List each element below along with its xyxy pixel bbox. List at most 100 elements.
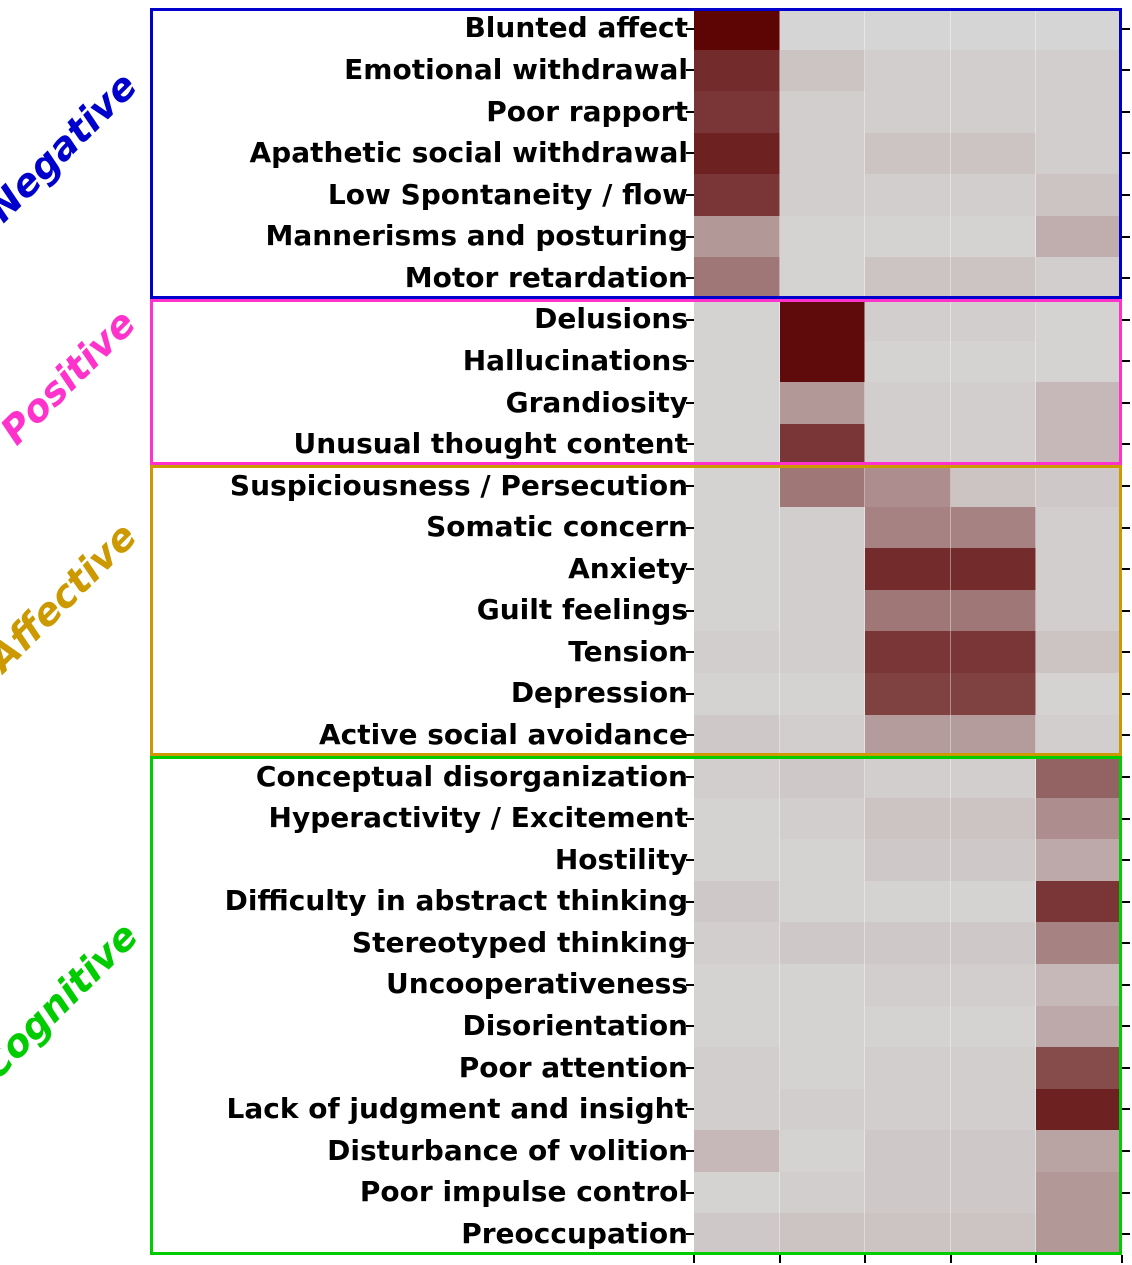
x-tick [779, 1255, 781, 1263]
y-tick [686, 1233, 694, 1235]
row-label: Tension [0, 635, 688, 668]
heatmap-cell [780, 715, 866, 757]
y-tick-right [1122, 402, 1130, 404]
heatmap-cell [694, 673, 780, 715]
heatmap-cell [1036, 50, 1122, 92]
heatmap-cell [865, 465, 951, 507]
row-label: Apathetic social withdrawal [0, 136, 688, 169]
heatmap-cell [1036, 91, 1122, 133]
y-tick [686, 984, 694, 986]
heatmap-cell [865, 756, 951, 798]
heatmap-cell [865, 881, 951, 923]
y-tick [686, 859, 694, 861]
heatmap-cell [865, 1006, 951, 1048]
heatmap-cell [951, 507, 1037, 549]
y-tick-right [1122, 1025, 1130, 1027]
row-label: Depression [0, 676, 688, 709]
y-tick [686, 1192, 694, 1194]
y-tick [686, 734, 694, 736]
row-label: Hyperactivity / Excitement [0, 801, 688, 834]
y-tick [686, 568, 694, 570]
heatmap-cell [780, 1047, 866, 1089]
heatmap-cell [1036, 839, 1122, 881]
heatmap-cell [694, 133, 780, 175]
y-tick-right [1122, 69, 1130, 71]
heatmap-cell [694, 8, 780, 50]
heatmap-cell [694, 922, 780, 964]
heatmap-cell [780, 507, 866, 549]
heatmap-cell [865, 1089, 951, 1131]
y-tick-right [1122, 485, 1130, 487]
heatmap-cell [694, 756, 780, 798]
heatmap-cell [780, 964, 866, 1006]
heatmap-cell [1036, 1047, 1122, 1089]
y-tick-right [1122, 28, 1130, 30]
heatmap-cell [780, 631, 866, 673]
heatmap-cell [951, 174, 1037, 216]
heatmap-cell [865, 839, 951, 881]
heatmap-cell [780, 465, 866, 507]
row-label: Low Spontaneity / flow [0, 178, 688, 211]
row-label: Delusions [0, 302, 688, 335]
heatmap-cell [694, 839, 780, 881]
heatmap-cell [1036, 1213, 1122, 1255]
y-tick-right [1122, 443, 1130, 445]
heatmap-cell [1036, 548, 1122, 590]
y-tick-right [1122, 277, 1130, 279]
heatmap-cell [865, 299, 951, 341]
heatmap-cell [1036, 382, 1122, 424]
y-tick-right [1122, 901, 1130, 903]
heatmap-cell [1036, 1006, 1122, 1048]
y-tick [686, 1108, 694, 1110]
y-tick-right [1122, 859, 1130, 861]
y-tick [686, 942, 694, 944]
heatmap-cell [780, 133, 866, 175]
heatmap-cell [951, 590, 1037, 632]
heatmap-cell [1036, 465, 1122, 507]
y-tick [686, 651, 694, 653]
heatmap-cell [865, 174, 951, 216]
figure-root: Blunted affectEmotional withdrawalPoor r… [0, 0, 1132, 1265]
heatmap-cell [1036, 8, 1122, 50]
y-tick [686, 485, 694, 487]
heatmap-cell [951, 382, 1037, 424]
heatmap-cell [780, 756, 866, 798]
heatmap-cell [865, 382, 951, 424]
y-tick-right [1122, 568, 1130, 570]
heatmap-cell [694, 465, 780, 507]
y-tick [686, 319, 694, 321]
heatmap-cell [694, 507, 780, 549]
heatmap-cell [865, 715, 951, 757]
heatmap-cell [694, 424, 780, 466]
heatmap-cell [694, 964, 780, 1006]
row-label: Active social avoidance [0, 718, 688, 751]
x-tick [693, 1255, 695, 1263]
heatmap-cell [951, 631, 1037, 673]
y-tick-right [1122, 776, 1130, 778]
y-tick-right [1122, 610, 1130, 612]
y-tick [686, 776, 694, 778]
heatmap-cell [694, 1089, 780, 1131]
heatmap-cell [951, 257, 1037, 299]
heatmap-cell [951, 1130, 1037, 1172]
y-tick-right [1122, 360, 1130, 362]
row-label: Emotional withdrawal [0, 53, 688, 86]
heatmap-cell [951, 465, 1037, 507]
heatmap-cell [1036, 341, 1122, 383]
row-label: Blunted affect [0, 11, 688, 44]
heatmap-cell [865, 964, 951, 1006]
heatmap-cell [1036, 631, 1122, 673]
y-tick [686, 610, 694, 612]
row-label: Anxiety [0, 552, 688, 585]
heatmap-cell [780, 1006, 866, 1048]
heatmap-cell [780, 216, 866, 258]
heatmap-cell [865, 133, 951, 175]
row-label: Poor attention [0, 1051, 688, 1084]
heatmap-cell [1036, 964, 1122, 1006]
y-tick-right [1122, 1067, 1130, 1069]
y-tick [686, 693, 694, 695]
heatmap-cell [865, 1130, 951, 1172]
heatmap-cell [694, 1130, 780, 1172]
heatmap-cell [780, 257, 866, 299]
heatmap-cell [1036, 922, 1122, 964]
